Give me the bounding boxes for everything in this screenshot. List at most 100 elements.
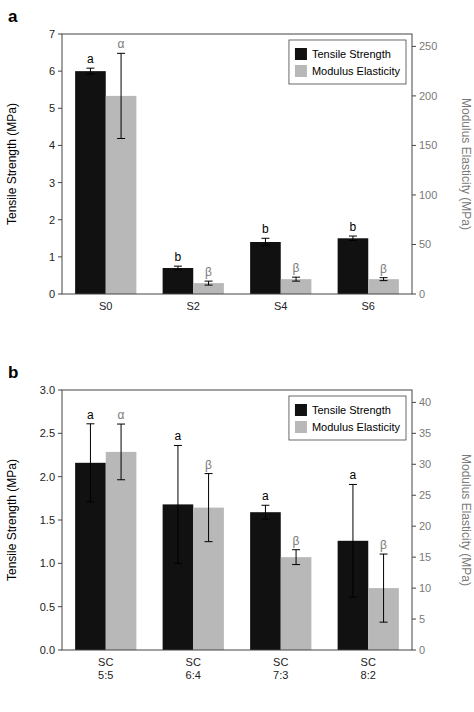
y-tick <box>58 563 62 564</box>
x-tick-label: SC7:3 <box>273 656 288 681</box>
chart-figure: aabbbαβββ01234567050100150200250S0S2S4S6… <box>0 0 474 712</box>
x-tick-label-line: S4 <box>274 300 287 312</box>
bar <box>338 238 369 294</box>
y-tick <box>58 34 62 35</box>
y-tick-label: 1.0 <box>40 557 55 569</box>
error-bar <box>174 445 182 563</box>
error-bar <box>174 266 182 270</box>
y-tick <box>58 390 62 391</box>
bar <box>163 268 194 294</box>
y-tick <box>58 650 62 651</box>
y2-tick <box>412 402 416 403</box>
legend-swatch <box>295 48 307 60</box>
legend-swatch <box>295 404 307 416</box>
y2-tick <box>412 464 416 465</box>
significance-label: a <box>350 468 357 482</box>
y2-tick-label: 30 <box>419 458 431 470</box>
significance-label: α <box>118 408 125 422</box>
y2-tick-label: 100 <box>419 189 437 201</box>
y2-tick <box>412 244 416 245</box>
x-tick-label-line: S0 <box>99 300 112 312</box>
panel-label: b <box>8 363 18 382</box>
y-tick-label: 2.0 <box>40 471 55 483</box>
y2-tick <box>412 588 416 589</box>
significance-label: β <box>380 538 387 552</box>
y-tick-label: 0.0 <box>40 644 55 656</box>
y-tick <box>58 476 62 477</box>
y-tick-label: 0.5 <box>40 601 55 613</box>
significance-label: a <box>175 429 182 443</box>
legend-label: Modulus Elasticity <box>312 65 401 77</box>
y2-tick-label: 40 <box>419 396 431 408</box>
y-tick-label: 7 <box>49 28 55 40</box>
legend: Tensile Strength Modulus Elasticity <box>289 40 406 84</box>
error-bar <box>117 53 125 138</box>
error-bar <box>292 277 300 281</box>
bar <box>281 557 312 650</box>
plot-frame <box>62 390 412 650</box>
significance-label: β <box>293 534 300 548</box>
x-tick-label-line: S2 <box>187 300 200 312</box>
y-tick <box>58 108 62 109</box>
x-tick-label: S2 <box>187 300 200 312</box>
y2-tick-label: 250 <box>419 40 437 52</box>
significance-label: a <box>87 408 94 422</box>
y2-tick-label: 20 <box>419 520 431 532</box>
significance-label: β <box>205 458 212 472</box>
y-tick-label: 2.5 <box>40 427 55 439</box>
legend-label: Tensile Strength <box>312 48 391 60</box>
significance-label: b <box>262 222 269 236</box>
y-tick <box>58 294 62 295</box>
y-tick-label: 3.0 <box>40 384 55 396</box>
y2-tick-label: 5 <box>419 613 425 625</box>
error-bar <box>380 278 388 281</box>
bars <box>75 424 399 650</box>
significance-label: β <box>205 265 212 279</box>
error-bar <box>86 68 94 74</box>
y2-tick-label: 50 <box>419 238 431 250</box>
x-tick-label-line: 6:4 <box>186 669 201 681</box>
y2-tick-label: 0 <box>419 644 425 656</box>
y2-tick-label: 15 <box>419 551 431 563</box>
x-tick-label-line: 8:2 <box>361 669 376 681</box>
y2-axis-label: Modulus Elasticity (MPa) <box>459 454 473 586</box>
x-tick-label-line: SC <box>273 656 288 668</box>
y-tick <box>58 219 62 220</box>
significance-label: β <box>293 261 300 275</box>
significance-label: a <box>87 52 94 66</box>
y-tick <box>58 433 62 434</box>
x-tick-label-line: SC <box>98 656 113 668</box>
y-axis-label: Tensile Strength (MPa) <box>5 103 19 225</box>
significance-label: a <box>262 489 269 503</box>
x-tick-label: S4 <box>274 300 287 312</box>
x-tick-label: SC5:5 <box>98 656 113 681</box>
bar <box>250 512 281 650</box>
y2-tick <box>412 650 416 651</box>
bar <box>368 279 399 294</box>
legend-label: Tensile Strength <box>312 404 391 416</box>
x-tick-label: SC8:2 <box>361 656 376 681</box>
y2-tick-label: 25 <box>419 489 431 501</box>
panel: aabbbαβββ01234567050100150200250S0S2S4S6… <box>5 7 473 312</box>
y-tick <box>58 71 62 72</box>
y2-tick <box>412 145 416 146</box>
y2-tick-label: 10 <box>419 582 431 594</box>
y2-tick <box>412 433 416 434</box>
significance-label: α <box>118 37 125 51</box>
error-bar <box>292 550 300 565</box>
y-tick-label: 6 <box>49 65 55 77</box>
plot-frame <box>62 34 412 294</box>
x-tick-label: S0 <box>99 300 112 312</box>
y-tick <box>58 182 62 183</box>
legend: Tensile StrengthModulus Elasticity <box>289 396 406 440</box>
legend-box <box>289 396 406 440</box>
x-tick-label: SC6:4 <box>186 656 201 681</box>
y-tick-label: 0 <box>49 288 55 300</box>
panel: baaaaαβββ0.00.51.01.52.02.53.00510152025… <box>5 363 473 681</box>
y2-tick <box>412 619 416 620</box>
significance-label: b <box>175 250 182 264</box>
y2-tick <box>412 495 416 496</box>
error-bar <box>261 238 269 245</box>
y-tick-label: 4 <box>49 139 55 151</box>
error-bar <box>261 505 269 519</box>
